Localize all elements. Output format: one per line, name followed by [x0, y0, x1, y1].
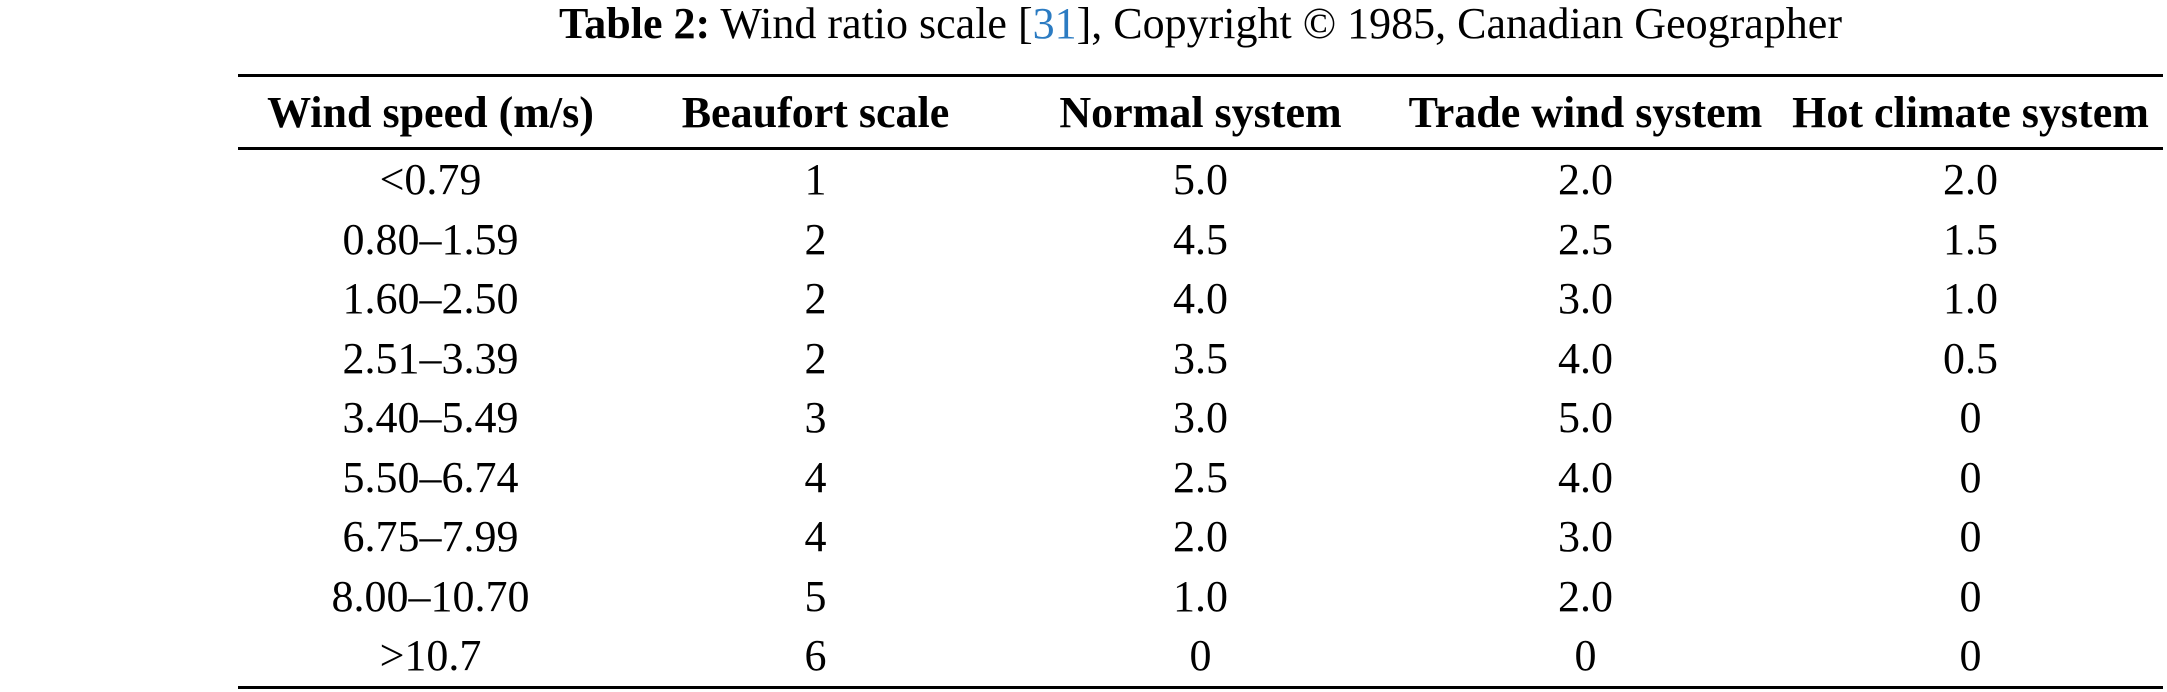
table-row: 2.51–3.39 2 3.5 4.0 0.5 — [238, 329, 2163, 389]
caption-label: Table 2: — [559, 0, 711, 48]
caption-suffix: , Copyright © 1985, Canadian Geographer — [1091, 0, 1842, 48]
table-cell: 3.40–5.49 — [342, 393, 519, 443]
table-cell: 0 — [1574, 631, 1597, 681]
table-cell: 2.0 — [1558, 155, 1613, 205]
wind-ratio-table: Wind speed (m/s) Beaufort scale Normal s… — [238, 74, 2163, 689]
column-header-wind-speed: Wind speed (m/s) — [238, 75, 623, 150]
table-cell: 1.60–2.50 — [342, 274, 519, 324]
table-cell: 4.5 — [1173, 214, 1228, 264]
table-cell: 0.80–1.59 — [342, 214, 519, 264]
table-row: 6.75–7.99 4 2.0 3.0 0 — [238, 507, 2163, 567]
table-cell: 5.50–6.74 — [342, 452, 519, 502]
table-cell: 2 — [804, 214, 827, 264]
table-cell: 6 — [804, 631, 827, 681]
table-cell: 2.51–3.39 — [342, 333, 519, 383]
table-cell: 2.5 — [1173, 452, 1228, 502]
column-header-normal-system: Normal system — [1008, 75, 1393, 150]
citation-ref-link[interactable]: 31 — [1032, 0, 1077, 48]
table-row: >10.7 6 0 0 0 — [238, 626, 2163, 687]
table-cell: 1.0 — [1173, 571, 1228, 621]
table-row: <0.79 1 5.0 2.0 2.0 — [238, 149, 2163, 210]
table-cell: 0 — [1959, 452, 1982, 502]
table-cell: 3.0 — [1558, 274, 1613, 324]
table-cell: 5.0 — [1173, 155, 1228, 205]
column-header-beaufort-scale: Beaufort scale — [623, 75, 1008, 150]
table-cell: 4.0 — [1558, 333, 1613, 383]
table-cell: 1.0 — [1943, 274, 1998, 324]
table-cell: 4 — [804, 512, 827, 562]
citation-bracket-close: ] — [1076, 0, 1092, 48]
table-caption: Table 2: Wind ratio scale [31], Copyrigh… — [238, 0, 2163, 50]
table-cell: 2 — [804, 274, 827, 324]
column-header-trade-wind-system: Trade wind system — [1393, 75, 1778, 150]
table-row: 8.00–10.70 5 1.0 2.0 0 — [238, 567, 2163, 627]
table-cell: >10.7 — [379, 631, 482, 681]
table-cell: 2 — [804, 333, 827, 383]
table-cell: 3.0 — [1173, 393, 1228, 443]
table-cell: 0 — [1189, 631, 1212, 681]
table-row: 5.50–6.74 4 2.5 4.0 0 — [238, 448, 2163, 508]
table-cell: 1 — [804, 155, 827, 205]
table-cell: 3 — [804, 393, 827, 443]
table-cell: 1.5 — [1943, 214, 1998, 264]
table-cell: 0 — [1959, 512, 1982, 562]
table-cell: 0 — [1959, 571, 1982, 621]
table-cell: 2.5 — [1558, 214, 1613, 264]
caption-text: Wind ratio scale — [710, 0, 1018, 48]
table-cell: 0 — [1959, 631, 1982, 681]
table-header-row: Wind speed (m/s) Beaufort scale Normal s… — [238, 75, 2163, 150]
table-cell: 8.00–10.70 — [331, 571, 530, 621]
table-cell: 5.0 — [1558, 393, 1613, 443]
table-cell: 2.0 — [1558, 571, 1613, 621]
table-cell: 4.0 — [1558, 452, 1613, 502]
table-cell: 4.0 — [1173, 274, 1228, 324]
table-cell: <0.79 — [379, 155, 482, 205]
table-cell: 2.0 — [1173, 512, 1228, 562]
table-cell: 4 — [804, 452, 827, 502]
table-row: 0.80–1.59 2 4.5 2.5 1.5 — [238, 210, 2163, 270]
table-cell: 5 — [804, 571, 827, 621]
table-row: 3.40–5.49 3 3.0 5.0 0 — [238, 388, 2163, 448]
table-cell: 0.5 — [1943, 333, 1998, 383]
citation-bracket-open: [ — [1017, 0, 1033, 48]
table-cell: 3.5 — [1173, 333, 1228, 383]
column-header-hot-climate-system: Hot climate system — [1778, 75, 2163, 150]
table-cell: 2.0 — [1943, 155, 1998, 205]
table-cell: 6.75–7.99 — [342, 512, 519, 562]
table-cell: 3.0 — [1558, 512, 1613, 562]
table-row: 1.60–2.50 2 4.0 3.0 1.0 — [238, 269, 2163, 329]
table-cell: 0 — [1959, 393, 1982, 443]
